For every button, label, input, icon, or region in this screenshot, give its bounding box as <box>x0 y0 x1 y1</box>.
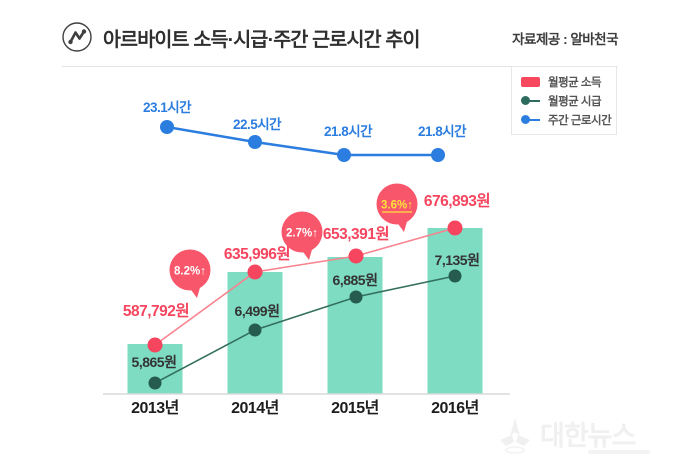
hours-value-label: 21.8시간 <box>418 123 467 139</box>
growth-badge <box>376 183 418 225</box>
hours-dot-2015년 <box>337 148 351 162</box>
income-value-label: 676,893원 <box>424 192 490 210</box>
watermark-logo-icon <box>500 418 530 454</box>
header: 아르바이트 소득·시급·주간 근로시간 추이 <box>61 20 420 54</box>
growth-badge-label: 8.2%↑ <box>174 266 206 278</box>
wage-value-label: 6,499원 <box>235 303 280 319</box>
income-swatch-icon <box>521 76 540 87</box>
wage-dot-2014년 <box>248 323 262 337</box>
income-value-label: 635,996원 <box>224 245 290 263</box>
header-divider <box>62 66 618 67</box>
income-dot-2015년 <box>348 248 364 264</box>
hours-value-label: 22.5시간 <box>233 116 282 132</box>
x-axis-label-2014년: 2014년 <box>231 398 279 417</box>
growth-badge <box>169 249 211 291</box>
bar-2015년 <box>327 257 383 394</box>
wage-dot-2015년 <box>349 290 363 304</box>
x-axis-label-2016년: 2016년 <box>431 398 479 417</box>
x-axis-label-2015년: 2015년 <box>331 398 379 417</box>
income-value-label: 587,792원 <box>123 302 189 320</box>
hours-dot-2013년 <box>160 120 174 134</box>
legend-box: 월평균 소득 월평균 시급 주간 근로시간 <box>511 66 617 135</box>
wage-value-label: 6,885원 <box>333 272 378 288</box>
income-value-label: 653,391원 <box>323 225 389 243</box>
legend-label: 주간 근로시간 <box>548 114 612 127</box>
watermark: 대한뉴스 <box>496 416 650 456</box>
wage-line <box>154 275 456 384</box>
hours-line <box>166 125 438 157</box>
trend-line-icon <box>62 22 92 52</box>
legend-label: 월평균 시급 <box>548 95 602 108</box>
legend-item-income: 월평균 소득 <box>521 76 616 89</box>
wage-dot-2016년 <box>448 269 462 283</box>
income-dot-2013년 <box>147 337 163 353</box>
legend-item-wage: 월평균 시급 <box>521 95 616 108</box>
income-dot-2016년 <box>447 220 463 236</box>
growth-badge <box>281 211 323 253</box>
hours-dot-2014년 <box>248 135 262 149</box>
wage-value-label: 5,865원 <box>132 354 177 370</box>
growth-badge-label: 2.7%↑ <box>286 228 318 240</box>
hours-value-label: 21.8시간 <box>324 123 373 139</box>
wage-dot-2013년 <box>148 376 162 390</box>
hours-dot-2016년 <box>431 148 445 162</box>
x-axis-label-2013년: 2013년 <box>131 398 179 417</box>
hours-swatch-icon <box>521 115 540 125</box>
source-credit: 자료제공 : 알바천국 <box>512 32 618 47</box>
page-title: 아르바이트 소득·시급·주간 근로시간 추이 <box>103 28 420 51</box>
wage-value-label: 7,135원 <box>435 252 480 268</box>
income-dot-2014년 <box>247 264 263 280</box>
legend-label: 월평균 소득 <box>548 76 602 89</box>
watermark-text: 대한뉴스 <box>540 420 636 451</box>
watermark-subtext-bar <box>588 450 650 454</box>
legend-item-hours: 주간 근로시간 <box>521 114 616 127</box>
hours-value-label: 23.1시간 <box>143 99 192 115</box>
bar-2016년 <box>427 228 483 394</box>
growth-badge-label: 3.6%↑ <box>381 200 413 212</box>
income-line <box>154 227 456 346</box>
wage-swatch-icon <box>521 96 540 106</box>
